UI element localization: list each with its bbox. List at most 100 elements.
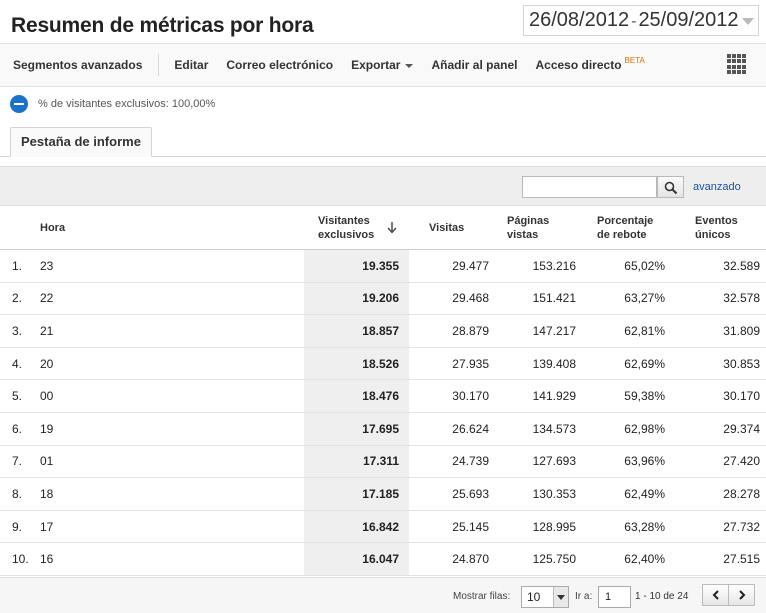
cell-bounce-rate: 63,27% [585, 282, 677, 316]
cell-unique-visitors: 19.355 [304, 249, 409, 283]
cell-unique-visitors: 18.857 [304, 314, 409, 348]
header-pageviews[interactable]: Páginas vistas [499, 205, 585, 250]
table-row[interactable]: 9. 17 16.842 25.145 128.995 63,28% 27.732 [0, 510, 766, 544]
export-button[interactable]: Exportar [342, 58, 422, 72]
shortcut-button[interactable]: Acceso directo BETA [526, 56, 653, 72]
add-to-dashboard-button[interactable]: Añadir al panel [431, 58, 518, 72]
next-page-button[interactable] [728, 584, 755, 606]
cell-visits: 24.739 [409, 445, 499, 479]
cell-pageviews: 139.408 [499, 347, 585, 381]
table-row[interactable]: 8. 18 17.185 25.693 130.353 62,49% 28.278 [0, 477, 766, 511]
chevron-down-icon [405, 63, 414, 68]
cell-visits: 28.879 [409, 314, 499, 348]
cell-unique-visitors: 17.185 [304, 477, 409, 511]
header-unique-events[interactable]: Eventos únicos [677, 205, 766, 250]
page-range: 1 - 10 de 24 [635, 591, 689, 602]
header-visits[interactable]: Visitas [409, 205, 499, 250]
row-index: 9. [0, 510, 40, 544]
report-toolbar: Segmentos avanzados Editar Correo electr… [0, 43, 766, 87]
cell-unique-events: 27.732 [677, 510, 766, 544]
tab-report[interactable]: Pestaña de informe [10, 127, 152, 157]
date-range-picker[interactable]: 26/08/2012-25/09/2012 [523, 5, 759, 36]
rows-per-page-select[interactable]: 10 [521, 586, 569, 608]
cell-unique-events: 32.589 [677, 249, 766, 283]
cell-pageviews: 141.929 [499, 379, 585, 413]
cell-pageviews: 127.693 [499, 445, 585, 479]
advanced-segments-button[interactable]: Segmentos avanzados [13, 58, 143, 72]
header-bounce-rate[interactable]: Porcentaje de rebote [585, 205, 677, 250]
table-row[interactable]: 4. 20 18.526 27.935 139.408 62,69% 30.853 [0, 347, 766, 381]
row-index: 6. [0, 412, 40, 446]
header-hour[interactable]: Hora [40, 205, 304, 250]
chevron-down-icon[interactable] [742, 18, 754, 25]
cell-pageviews: 125.750 [499, 542, 585, 576]
rows-label: Mostrar filas: [453, 591, 511, 602]
cell-visits: 27.935 [409, 347, 499, 381]
table-row[interactable]: 7. 01 17.311 24.739 127.693 63,96% 27.420 [0, 445, 766, 479]
cell-bounce-rate: 62,69% [585, 347, 677, 381]
table-row[interactable]: 1. 23 19.355 29.477 153.216 65,02% 32.589 [0, 249, 766, 283]
cell-hour[interactable]: 20 [40, 347, 304, 381]
minus-circle-icon[interactable] [10, 95, 28, 113]
cell-bounce-rate: 62,40% [585, 542, 677, 576]
table-row[interactable]: 3. 21 18.857 28.879 147.217 62,81% 31.809 [0, 314, 766, 348]
header-index [0, 205, 40, 250]
header-unique-visitors-label: Visitantes exclusivos [318, 214, 374, 242]
export-label: Exportar [351, 58, 401, 72]
tab-divider [0, 156, 766, 157]
header-unique-visitors-l1: Visitantes [318, 214, 370, 227]
search-input[interactable] [522, 176, 657, 198]
cell-hour[interactable]: 18 [40, 477, 304, 511]
table-row[interactable]: 10. 16 16.047 24.870 125.750 62,40% 27.515 [0, 542, 766, 576]
grid-view-icon[interactable] [727, 54, 747, 74]
chevron-right-icon [739, 590, 746, 600]
table-row[interactable]: 2. 22 19.206 29.468 151.421 63,27% 32.578 [0, 282, 766, 316]
cell-hour[interactable]: 21 [40, 314, 304, 348]
metrics-table: Hora Visitantes exclusivos Visitas Página… [0, 205, 766, 576]
header-bounce-rate-l1: Porcentaje [597, 214, 654, 227]
beta-badge: BETA [624, 56, 645, 65]
cell-hour[interactable]: 16 [40, 542, 304, 576]
cell-visits: 25.693 [409, 477, 499, 511]
row-index: 10. [0, 542, 40, 576]
header-unique-visitors-l2: exclusivos [318, 228, 375, 241]
row-index: 5. [0, 379, 40, 413]
cell-unique-events: 30.853 [677, 347, 766, 381]
cell-pageviews: 134.573 [499, 412, 585, 446]
advanced-filter-link[interactable]: avanzado [693, 181, 741, 193]
cell-unique-visitors: 17.311 [304, 445, 409, 479]
cell-unique-visitors: 18.476 [304, 379, 409, 413]
cell-unique-visitors: 16.842 [304, 510, 409, 544]
header-unique-visitors[interactable]: Visitantes exclusivos [304, 205, 409, 250]
cell-unique-events: 29.374 [677, 412, 766, 446]
cell-bounce-rate: 59,38% [585, 379, 677, 413]
cell-bounce-rate: 62,49% [585, 477, 677, 511]
search-icon [664, 181, 678, 195]
sort-down-icon [387, 221, 397, 234]
cell-hour[interactable]: 17 [40, 510, 304, 544]
cell-pageviews: 130.353 [499, 477, 585, 511]
cell-visits: 24.870 [409, 542, 499, 576]
previous-page-button[interactable] [702, 584, 729, 606]
email-button[interactable]: Correo electrónico [226, 58, 334, 72]
cell-hour[interactable]: 23 [40, 249, 304, 283]
cell-hour[interactable]: 01 [40, 445, 304, 479]
cell-unique-visitors: 17.695 [304, 412, 409, 446]
row-index: 2. [0, 282, 40, 316]
page-title: Resumen de métricas por hora [11, 14, 314, 37]
search-button[interactable] [657, 176, 684, 198]
edit-button[interactable]: Editar [174, 58, 209, 72]
cell-hour[interactable]: 22 [40, 282, 304, 316]
date-end: 25/09/2012 [638, 9, 739, 31]
cell-hour[interactable]: 19 [40, 412, 304, 446]
goto-page-input[interactable]: 1 [598, 586, 631, 608]
toolbar-divider [158, 54, 160, 76]
cell-visits: 30.170 [409, 379, 499, 413]
table-row[interactable]: 5. 00 18.476 30.170 141.929 59,38% 30.170 [0, 379, 766, 413]
row-index: 8. [0, 477, 40, 511]
table-row[interactable]: 6. 19 17.695 26.624 134.573 62,98% 29.374 [0, 412, 766, 446]
cell-pageviews: 147.217 [499, 314, 585, 348]
cell-visits: 29.468 [409, 282, 499, 316]
header-pageviews-l2: vistas [507, 228, 539, 241]
cell-hour[interactable]: 00 [40, 379, 304, 413]
